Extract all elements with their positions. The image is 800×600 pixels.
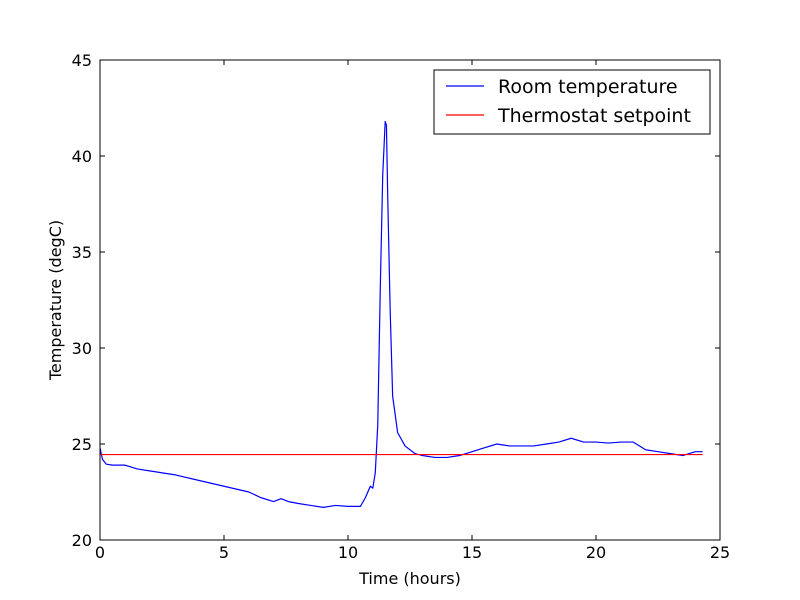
y-tick-label: 30 (72, 339, 92, 358)
x-tick-label: 20 (586, 543, 606, 562)
x-tick-label: 15 (462, 543, 482, 562)
x-tick-label: 0 (95, 543, 105, 562)
x-axis-label: Time (hours) (358, 569, 461, 588)
y-tick-label: 40 (72, 147, 92, 166)
y-tick-label: 25 (72, 435, 92, 454)
y-tick-label: 20 (72, 531, 92, 550)
legend-label: Thermostat setpoint (497, 105, 691, 127)
x-tick-label: 10 (338, 543, 358, 562)
y-tick-label: 45 (72, 51, 92, 70)
series-layer (99, 120, 703, 508)
y-tick-label: 35 (72, 243, 92, 262)
x-tick-label: 25 (710, 543, 730, 562)
axes-layer: 0 5 10 15 20 25 20 25 30 35 40 45 Time (hours) Temper… (46, 51, 730, 588)
legend-box (433, 69, 711, 135)
legend-label: Room temperature (498, 76, 678, 98)
x-tick-label: 5 (219, 543, 229, 562)
legend: Room temperature Thermostat setpoint (433, 69, 711, 135)
plot-frame (99, 59, 721, 541)
series-line-room-temperature (99, 120, 703, 508)
y-axis-label: Temperature (degC) (46, 220, 65, 381)
